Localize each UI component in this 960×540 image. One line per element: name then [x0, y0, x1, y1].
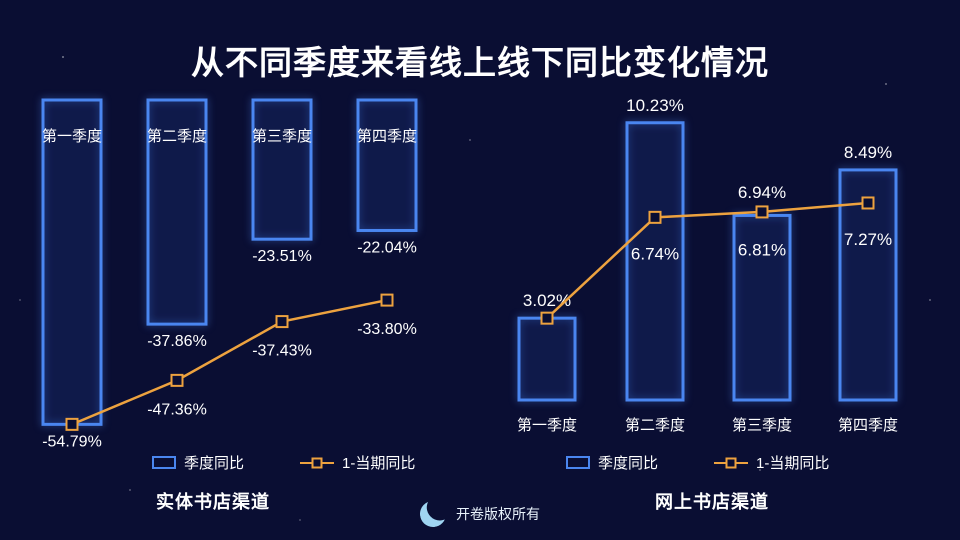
line-value-label-q3: -37.43% — [252, 343, 312, 360]
line-swatch-icon — [714, 457, 749, 468]
page-title: 从不同季度来看线上线下同比变化情况 — [191, 44, 769, 81]
line-series — [546, 201, 869, 320]
line-marker-q4 — [380, 293, 394, 307]
line-value-label-q2: 6.74% — [631, 244, 679, 263]
bar-q2 — [146, 98, 208, 326]
line-swatch-marker-icon — [311, 457, 323, 468]
category-label-q4: 第四季度 — [357, 127, 417, 145]
left-legend: 季度同比 1-当期同比 — [152, 452, 415, 473]
line-marker-q1 — [65, 417, 79, 431]
line-marker-q3 — [275, 315, 289, 329]
bar-q4 — [356, 98, 418, 232]
line-value-label-q3: 6.94% — [738, 183, 786, 202]
line-swatch-icon — [300, 457, 335, 468]
line-marker-q2 — [170, 373, 184, 387]
right-legend: 季度同比 1-当期同比 — [566, 452, 829, 473]
category-label-q1: 第一季度 — [42, 127, 102, 145]
legend-item-line-series: 1-当期同比 — [714, 452, 829, 473]
bar-value-label-q4: 8.49% — [844, 143, 892, 162]
bar-q3 — [732, 213, 792, 402]
bar-value-label-q2: 10.23% — [626, 96, 684, 115]
crescent-moon-logo-icon — [418, 499, 449, 530]
legend-item-bar-series: 季度同比 — [152, 452, 244, 473]
bar-value-label-q4: -22.04% — [357, 239, 417, 256]
category-label-q2: 第二季度 — [147, 127, 207, 145]
legend-label-line: 1-当期同比 — [756, 455, 830, 472]
bar-q3 — [251, 98, 313, 241]
copyright-text: 开卷版权所有 — [456, 506, 540, 522]
category-label-q3: 第三季度 — [252, 127, 312, 145]
category-label-q2: 第二季度 — [625, 416, 685, 434]
line-marker-q3 — [755, 205, 769, 219]
bar-q1 — [41, 98, 103, 426]
bar-value-label-q3: 6.81% — [738, 240, 786, 259]
bar-q1 — [517, 316, 577, 402]
line-swatch-marker-icon — [725, 457, 737, 468]
bar-value-label-q3: -23.51% — [252, 248, 312, 265]
line-value-label-q4: -33.80% — [357, 321, 417, 338]
line-series — [71, 298, 388, 426]
category-label-q3: 第三季度 — [732, 416, 792, 434]
bar-value-label-q1: 3.02% — [523, 291, 571, 310]
bar-swatch-icon — [152, 456, 176, 469]
legend-item-bar-series: 季度同比 — [566, 452, 658, 473]
line-value-label-q4: 7.27% — [844, 230, 892, 249]
line-marker-q4 — [861, 196, 875, 210]
footer: 开卷版权所有 — [0, 501, 960, 527]
left-chart-caption: 实体书店渠道 — [156, 492, 270, 512]
legend-item-line-series: 1-当期同比 — [300, 452, 415, 473]
right-chart-caption: 网上书店渠道 — [655, 492, 769, 512]
legend-label-bar: 季度同比 — [598, 455, 659, 472]
bar-value-label-q2: -37.86% — [147, 333, 207, 350]
bar-swatch-icon — [566, 456, 590, 469]
legend-label-line: 1-当期同比 — [342, 455, 416, 472]
bar-value-label-q1: -54.79% — [42, 433, 102, 450]
legend-label-bar: 季度同比 — [184, 455, 245, 472]
line-marker-q1 — [540, 311, 554, 325]
category-label-q4: 第四季度 — [838, 416, 898, 434]
category-label-q1: 第一季度 — [517, 416, 577, 434]
line-value-label-q2: -47.36% — [147, 401, 207, 418]
bar-q2 — [625, 121, 685, 402]
line-marker-q2 — [648, 210, 662, 224]
